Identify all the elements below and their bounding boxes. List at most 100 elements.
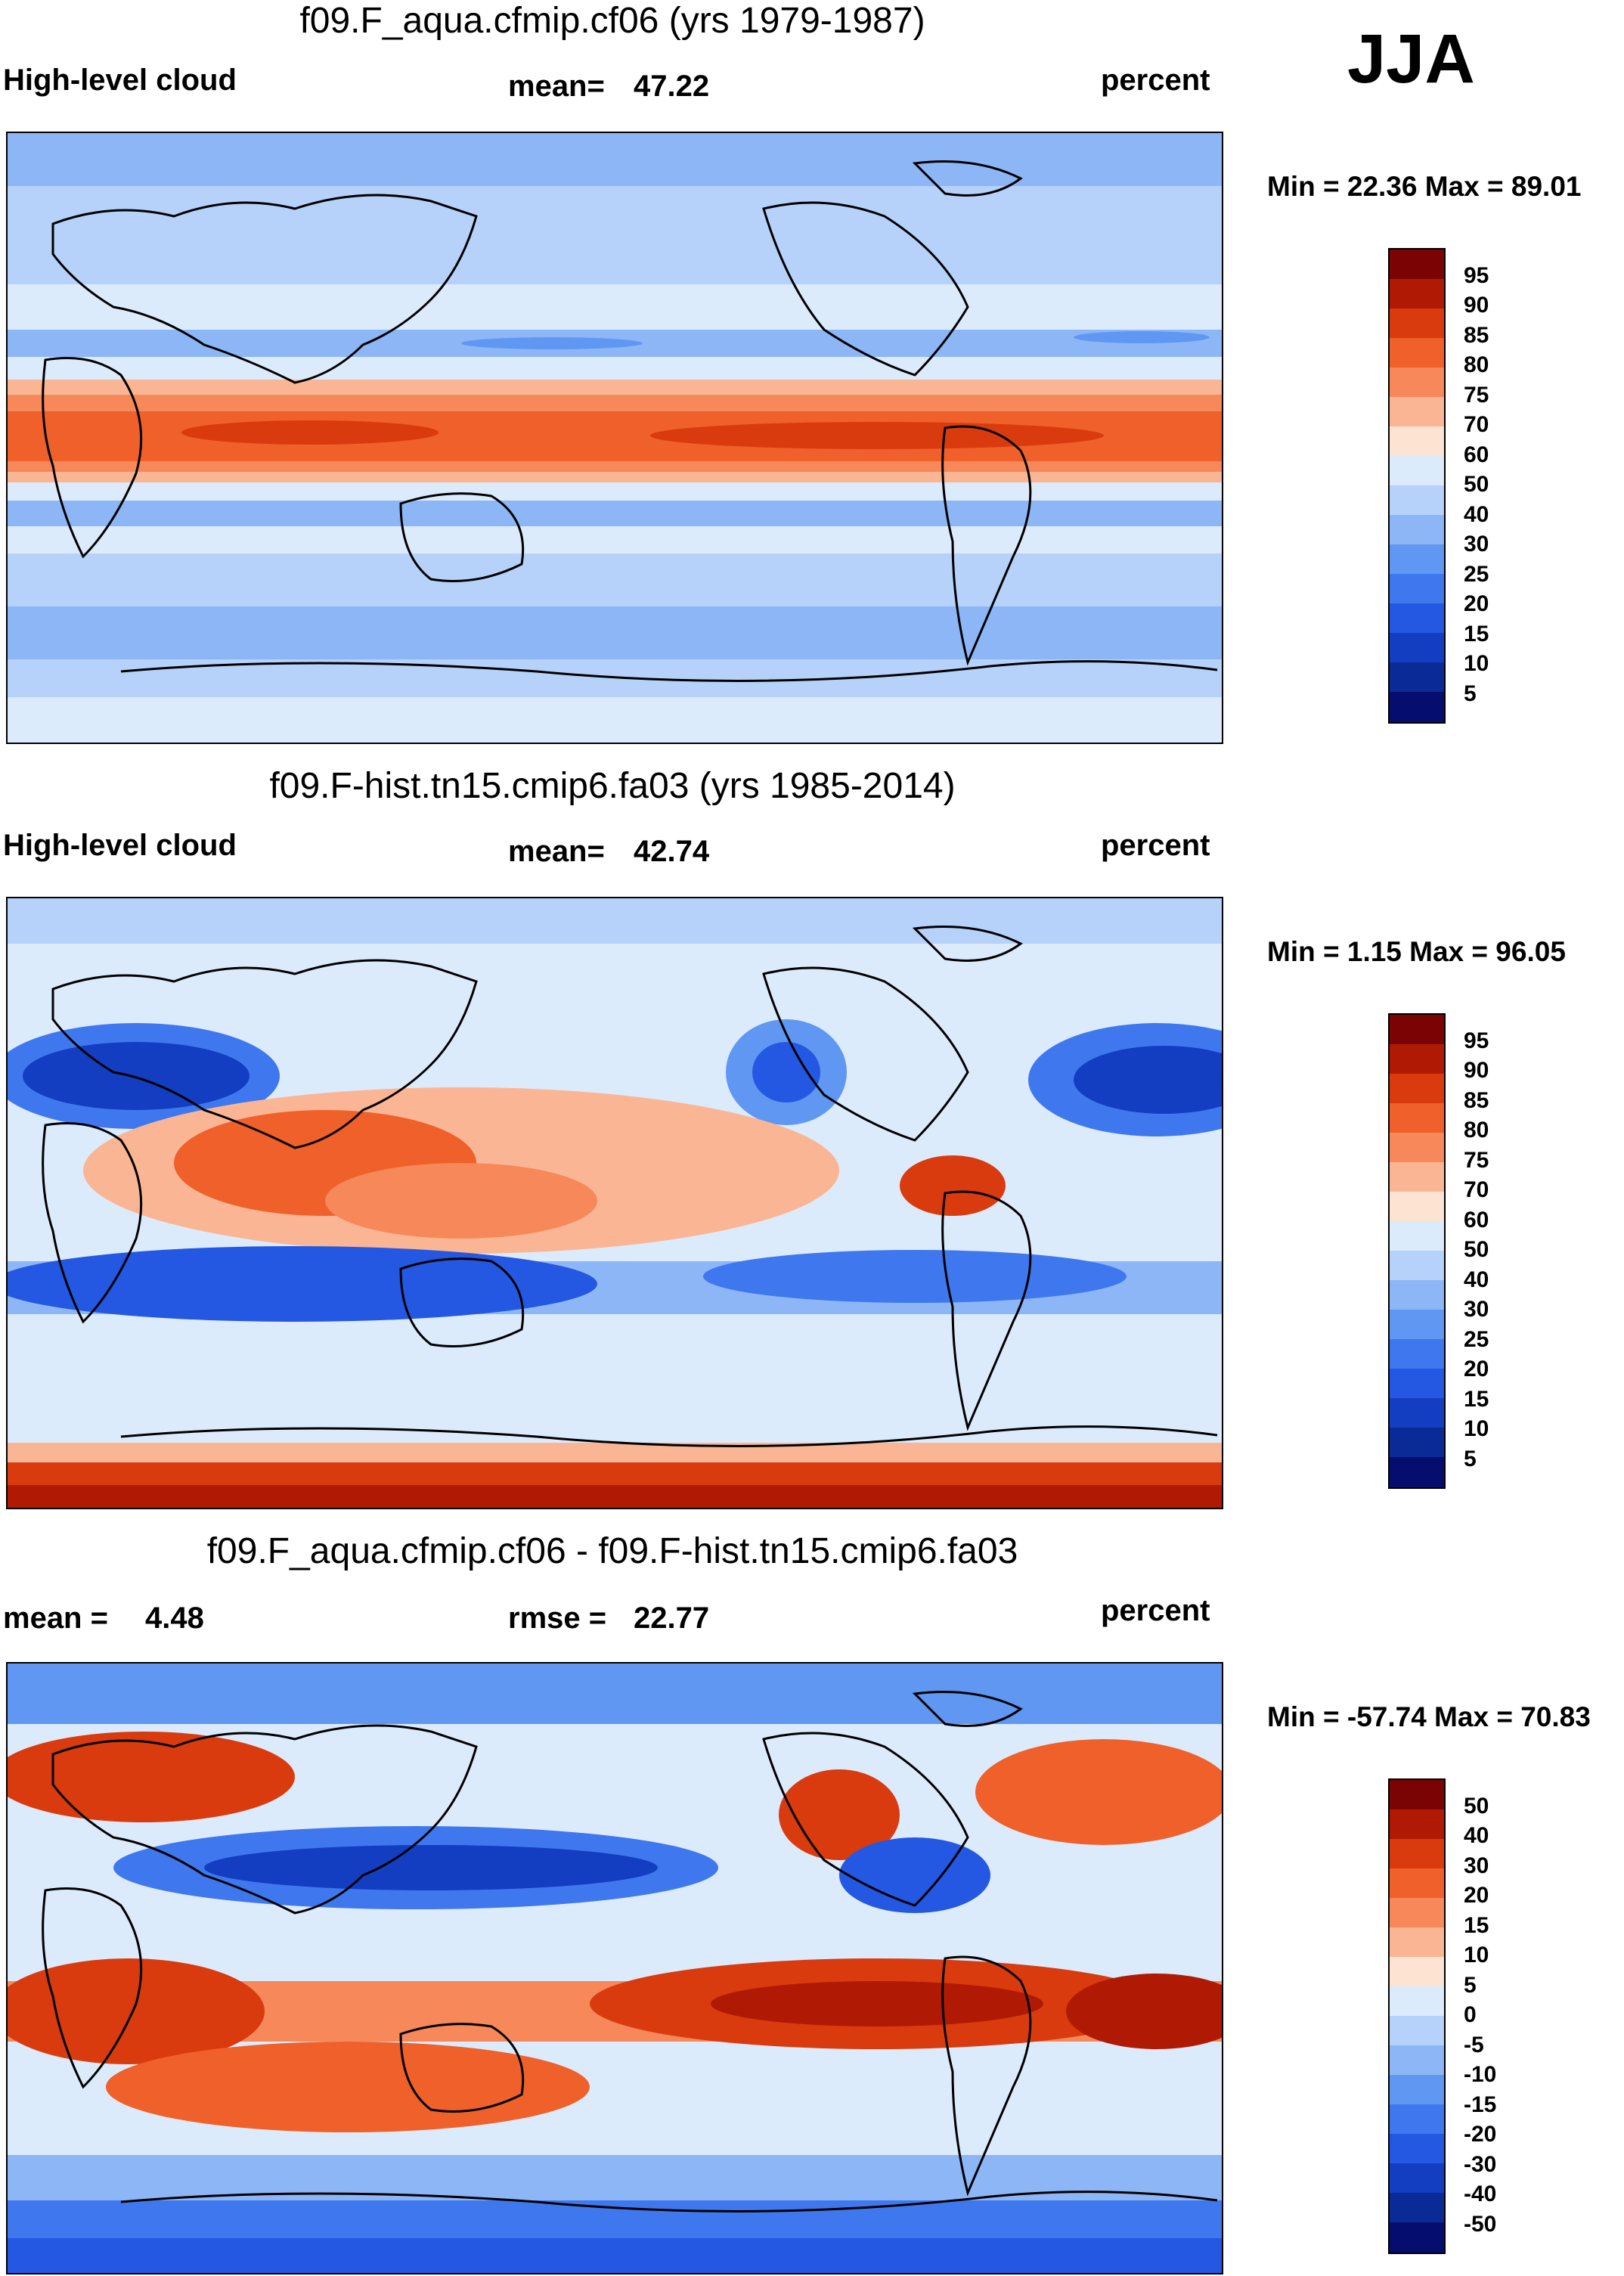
- panel-3-rmse-label: rmse =: [508, 1602, 607, 1635]
- band: [8, 606, 1222, 659]
- panel-2-minmax: Min = 1.15 Max = 96.05: [1267, 936, 1566, 967]
- panel-3-title: f09.F_aqua.cfmip.cf06 - f09.F-hist.tn15.…: [206, 1531, 1018, 1571]
- band: [8, 1664, 1222, 1724]
- band: [8, 898, 1222, 944]
- blob-ne-pacific-core: [752, 1042, 820, 1102]
- band: [8, 1462, 1222, 1485]
- band: [8, 501, 1222, 526]
- panel-2-mean-label: mean=: [508, 835, 605, 868]
- colorbar-swatch: [1390, 2104, 1444, 2134]
- colorbar-tick: 5: [1464, 1447, 1477, 1471]
- colorbar-tick: 15: [1464, 1387, 1489, 1412]
- panel-3-units: percent: [1101, 1594, 1210, 1627]
- colorbar-swatch: [1390, 1868, 1444, 1898]
- colorbar-swatch: [1390, 2222, 1444, 2253]
- blob-north-atlantic: [975, 1739, 1222, 1845]
- blob-western-na: [779, 1769, 900, 1860]
- colorbar-swatch: [1390, 662, 1444, 692]
- colorbar-tick: 0: [1464, 2002, 1477, 2027]
- blob-north-africa: [8, 1732, 295, 1822]
- colorbar-tick: 95: [1464, 263, 1489, 288]
- colorbar-swatch: [1390, 1074, 1444, 1103]
- colorbar-tick: 90: [1464, 293, 1489, 318]
- blob-east-pacific: [650, 422, 1104, 449]
- colorbar-tick: 75: [1464, 1148, 1489, 1173]
- panel-2-title: f09.F-hist.tn15.cmip6.fa03 (yrs 1985-201…: [269, 766, 956, 806]
- colorbar-tick: 95: [1464, 1028, 1489, 1053]
- colorbar-swatch: [1390, 633, 1444, 662]
- colorbar-tick: 5: [1464, 1973, 1477, 1998]
- panel-3-mean-value: 4.48: [145, 1602, 204, 1635]
- blob-atlantic-core: [1074, 1046, 1222, 1114]
- panel-2-mean-value: 42.74: [634, 835, 710, 868]
- band: [8, 2238, 1222, 2273]
- blob-indian: [181, 420, 439, 445]
- panel-1-colorbar: [1388, 248, 1446, 724]
- colorbar-tick: 50: [1464, 1794, 1489, 1819]
- colorbar-swatch: [1390, 1457, 1444, 1487]
- coastlines: [42, 926, 1218, 1447]
- colorbar-swatch: [1390, 2016, 1444, 2045]
- panel-1-units: percent: [1101, 64, 1210, 97]
- band: [8, 2155, 1222, 2200]
- colorbar-tick: 20: [1464, 1883, 1489, 1908]
- blob-maritime: [325, 1163, 597, 1239]
- band: [8, 380, 1222, 395]
- panel-2-heatmap: [8, 898, 1222, 1508]
- colorbar-swatch: [1390, 1369, 1444, 1398]
- colorbar-tick: 50: [1464, 1237, 1489, 1262]
- colorbar-swatch: [1390, 1339, 1444, 1369]
- colorbar-tick: 40: [1464, 1823, 1489, 1848]
- panel-3-heatmap: [8, 1664, 1222, 2273]
- blob: [1074, 331, 1210, 343]
- colorbar-swatch: [1390, 574, 1444, 603]
- colorbar-swatch: [1390, 338, 1444, 367]
- colorbar-tick: 30: [1464, 532, 1489, 557]
- panel-3-rmse-value: 22.77: [634, 1602, 710, 1635]
- colorbar-swatch: [1390, 1192, 1444, 1221]
- colorbar-tick: 40: [1464, 1267, 1489, 1292]
- colorbar-swatch: [1390, 1221, 1444, 1251]
- coastlines: [42, 1691, 1218, 2212]
- blob-caribbean: [839, 1837, 990, 1913]
- colorbar-swatch: [1390, 1310, 1444, 1339]
- colorbar-swatch: [1390, 2134, 1444, 2163]
- band: [8, 472, 1222, 482]
- band: [8, 357, 1222, 380]
- colorbar-swatch: [1390, 692, 1444, 722]
- band: [8, 216, 1222, 284]
- colorbar-tick: 85: [1464, 1088, 1489, 1113]
- colorbar-tick: 15: [1464, 622, 1489, 647]
- colorbar-tick: 60: [1464, 442, 1489, 467]
- band: [8, 526, 1222, 553]
- panel-1-heatmap: [8, 133, 1222, 743]
- colorbar-tick: 60: [1464, 1208, 1489, 1233]
- colorbar-swatch: [1390, 1251, 1444, 1280]
- colorbar-swatch: [1390, 515, 1444, 544]
- blob-southern-indian: [8, 1246, 597, 1322]
- panel-3-mean-label: mean =: [3, 1602, 108, 1635]
- blob-east-pacific-core: [711, 1981, 1043, 2026]
- colorbar-swatch: [1390, 279, 1444, 309]
- colorbar-swatch: [1390, 397, 1444, 426]
- colorbar-tick: 10: [1464, 651, 1489, 676]
- panel-3-minmax: Min = -57.74 Max = 70.83: [1267, 1701, 1591, 1732]
- coastlines: [42, 160, 1218, 682]
- colorbar-swatch: [1390, 1162, 1444, 1192]
- colorbar-swatch: [1390, 1809, 1444, 1839]
- panel-3-map: [6, 1662, 1223, 2274]
- blob-central-africa: [8, 1958, 265, 2064]
- panel-2-variable: High-level cloud: [3, 829, 237, 862]
- colorbar-swatch: [1390, 2193, 1444, 2222]
- colorbar-tick: 75: [1464, 383, 1489, 408]
- colorbar-tick: 10: [1464, 1416, 1489, 1441]
- colorbar-swatch: [1390, 1839, 1444, 1868]
- panel-1-mean-value: 47.22: [634, 70, 710, 103]
- band: [8, 395, 1222, 411]
- band: [8, 461, 1222, 472]
- band-polar-north: [8, 133, 1222, 186]
- colorbar-swatch: [1390, 1015, 1444, 1044]
- colorbar-swatch: [1390, 250, 1444, 279]
- colorbar-tick: -20: [1464, 2122, 1497, 2147]
- panel-1-mean-label: mean=: [508, 70, 605, 103]
